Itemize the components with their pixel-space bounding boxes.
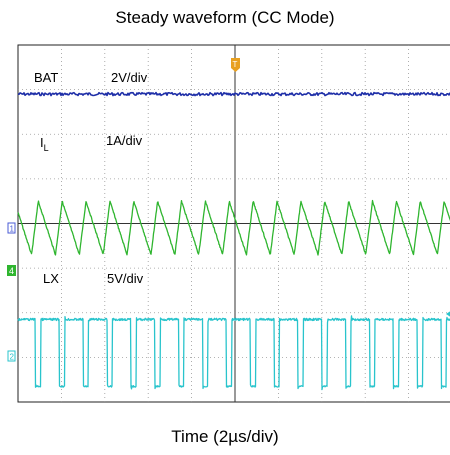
bat-label: BAT: [34, 70, 58, 85]
lx-scale-label: 5V/div: [107, 271, 144, 286]
bat-scale-label: 2V/div: [111, 70, 148, 85]
il-label-sub: L: [44, 143, 49, 153]
ch2-marker: 2: [7, 350, 16, 362]
trigger-marker: T: [231, 58, 240, 72]
ch2-marker-label: 2: [10, 353, 15, 362]
il-label-main: I: [40, 135, 44, 150]
il-trace: [17, 199, 450, 256]
trigger-marker-label: T: [233, 60, 238, 69]
ch4-marker: 4: [7, 265, 16, 276]
lx-trace: [17, 315, 450, 391]
lx-right-marker: [446, 311, 450, 317]
lx-label: LX: [43, 271, 59, 286]
traces: [17, 91, 450, 391]
chart-title: Steady waveform (CC Mode): [115, 8, 335, 27]
x-axis-label: Time (2µs/div): [171, 427, 279, 446]
il-scale-label: 1A/div: [106, 133, 143, 148]
il-label: IL: [40, 135, 49, 153]
ch1-marker: 1: [7, 222, 16, 234]
ch4-marker-label: 4: [9, 266, 14, 276]
grid: [17, 44, 450, 403]
bat-trace: [17, 91, 450, 97]
ch1-marker-label: 1: [10, 225, 15, 234]
